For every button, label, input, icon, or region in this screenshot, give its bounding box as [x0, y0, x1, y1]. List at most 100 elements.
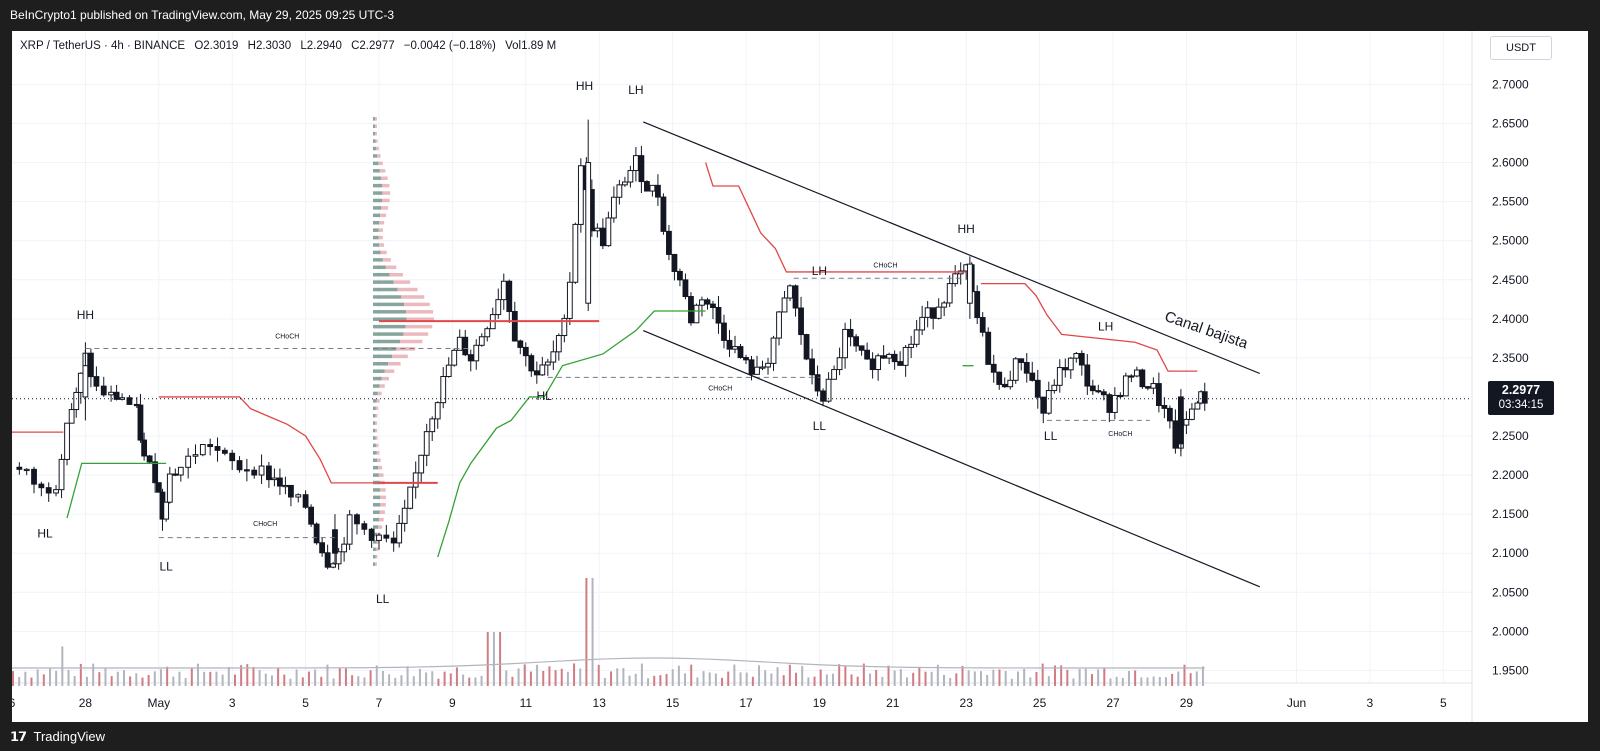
candle-body	[108, 391, 114, 396]
volume-bar	[418, 668, 421, 686]
candle-body	[282, 484, 289, 488]
volume-bar	[591, 578, 594, 686]
volume-bar	[758, 665, 761, 686]
volume-bar	[338, 667, 341, 686]
candle-body	[952, 273, 959, 285]
bar-countdown: 03:34:15	[1498, 399, 1544, 411]
volume-bar	[961, 665, 964, 686]
candle-body	[166, 473, 173, 503]
volume-profile-bar	[373, 517, 379, 522]
candle-body	[456, 336, 463, 351]
symbol-legend: XRP / TetherUS · 4h · BINANCE O2.3019 H2…	[20, 40, 562, 52]
candle-body	[31, 468, 37, 485]
volume-bar	[548, 666, 551, 686]
candle-body	[1045, 390, 1052, 414]
volume-bar	[320, 676, 323, 686]
candle-body	[53, 489, 59, 494]
candle-body	[1194, 402, 1201, 410]
volume-profile-bar	[379, 488, 386, 492]
volume-bar	[1152, 676, 1155, 686]
candle-body	[996, 371, 1003, 385]
volume-bar	[283, 674, 286, 686]
candle-body	[258, 465, 265, 476]
symbol-name[interactable]: XRP / TetherUS · 4h · BINANCE	[20, 40, 186, 52]
volume-bar	[566, 671, 569, 686]
volume-profile-bar	[380, 495, 386, 500]
tradingview-logo[interactable]: 𝟭𝟳 TradingView	[10, 722, 105, 751]
volume-profile-bar	[373, 183, 383, 188]
volume-profile-bar	[403, 332, 429, 336]
candle-body	[295, 494, 302, 498]
volume-profile-bar	[375, 436, 378, 440]
volume-bar	[375, 665, 378, 686]
candle-body	[1111, 394, 1118, 413]
volume-bar	[1072, 678, 1075, 686]
volume-bar	[573, 663, 576, 686]
candle-body	[1201, 391, 1208, 404]
candle-body	[1023, 361, 1030, 374]
volume-bar	[856, 676, 859, 686]
volume-bar	[690, 664, 693, 686]
volume-profile-bar	[373, 235, 379, 240]
chart-panel[interactable]: 2.7000 2.6500 2.6000 2.5500 2.5000 2.4500 2.40…	[12, 31, 1588, 722]
candle-body	[390, 537, 397, 544]
volume-bar	[129, 676, 132, 686]
volume-bar	[159, 669, 162, 686]
candle-body	[368, 528, 375, 541]
volume-profile-bar	[373, 391, 378, 396]
volume-profile-bar	[388, 362, 401, 366]
volume-bar	[943, 674, 946, 686]
volume-bar	[739, 672, 742, 686]
volume-bar	[400, 675, 403, 686]
volume-bar	[665, 673, 668, 686]
volume-bar	[616, 668, 619, 686]
structure-label: HH	[576, 79, 593, 93]
volume-profile-bar	[373, 451, 377, 455]
volume-bar	[240, 665, 243, 686]
candle-body	[974, 291, 981, 319]
volume-bar	[73, 676, 76, 686]
tradingview-logo-icon: 𝟭𝟳	[10, 729, 27, 744]
currency-button[interactable]: USDT	[1490, 36, 1552, 60]
candle-body	[803, 334, 810, 360]
volume-bar	[474, 677, 477, 686]
volume-bar	[351, 675, 354, 686]
volume-bar	[603, 677, 606, 686]
volume-profile-bar	[376, 146, 379, 151]
y-tick-label: 2.2000	[1492, 468, 1529, 482]
candle-body	[528, 355, 535, 372]
choch-label: CHoCH	[253, 521, 277, 528]
y-tick-label: 2.1000	[1492, 546, 1529, 560]
candle-body	[726, 339, 733, 350]
volume-profile-bar	[377, 154, 381, 158]
candle-body	[1172, 420, 1179, 449]
volume-bar	[246, 664, 249, 686]
volume-profile-bar	[405, 324, 433, 329]
volume-profile-bar	[373, 206, 382, 210]
volume-bar	[462, 674, 465, 686]
volume-bar	[141, 677, 144, 686]
price-chart[interactable]: 2.7000 2.6500 2.6000 2.5500 2.5000 2.4500 2.40…	[12, 31, 1588, 722]
candle-body	[858, 345, 865, 351]
volume-bar	[1140, 677, 1143, 686]
volume-bar	[1177, 671, 1180, 686]
candle-body	[16, 466, 23, 470]
volume-bar	[42, 674, 45, 686]
candle-body	[484, 328, 491, 338]
volume-bar	[788, 664, 791, 686]
candle-body	[577, 165, 584, 225]
volume-bar	[585, 578, 588, 686]
volume-bar	[48, 668, 51, 686]
candle-body	[163, 501, 170, 520]
ohlc-high: H2.3030	[247, 40, 292, 52]
volume-profile-bar	[373, 198, 383, 203]
volume-bar	[270, 675, 273, 686]
candle-body	[836, 357, 843, 371]
candle-body	[820, 390, 826, 402]
candle-body	[1122, 375, 1129, 397]
volume-profile-bar	[379, 221, 385, 225]
volume-bar	[184, 678, 187, 686]
volume-bar	[986, 674, 989, 686]
x-tick-label: 27	[1106, 696, 1120, 710]
candle-body	[1001, 383, 1008, 388]
